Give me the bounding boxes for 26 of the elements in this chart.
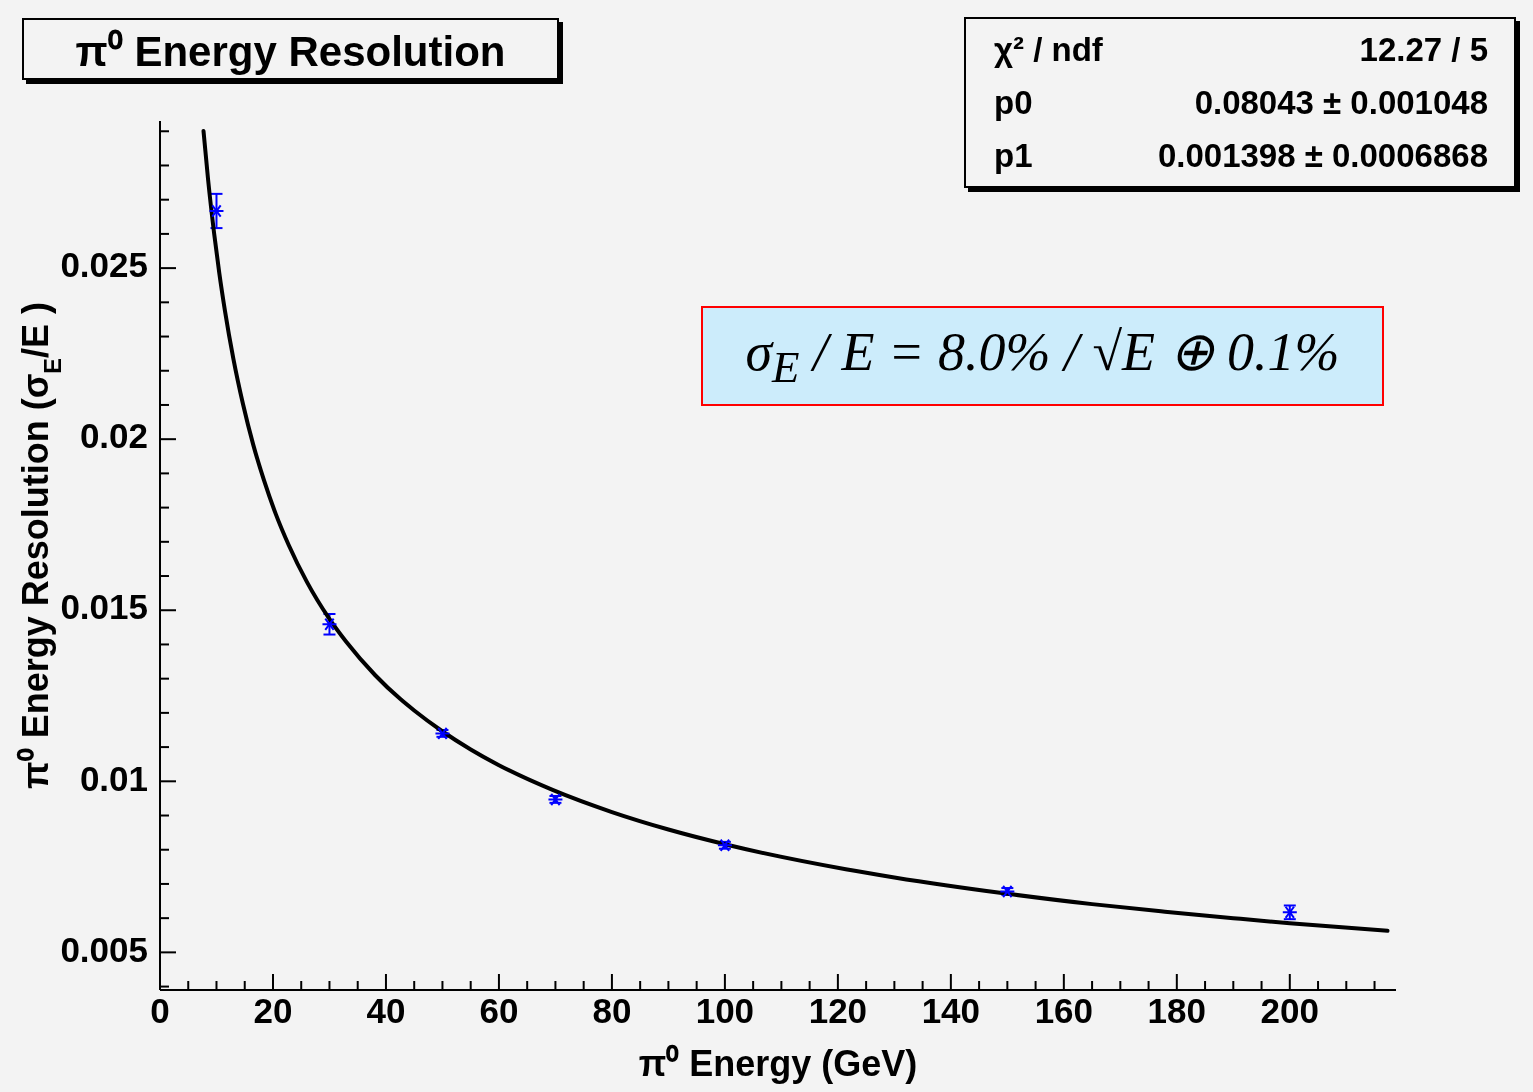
text: 0.08043 ± 0.001048 [1193,83,1488,122]
text: χ² / ndf [994,30,1104,69]
y-tick-label: 0.005 [60,929,148,969]
x-tick-label: 140 [921,991,981,1031]
x-tick-label: 200 [1260,991,1319,1031]
x-tick-label: 80 [592,991,632,1031]
y-tick-label: 0.025 [60,245,148,285]
annotation: 0.001398 ± 0.0006868 [1156,136,1488,175]
annotation: p1 [994,136,1034,175]
text: 12.27 / 5 [1358,30,1488,69]
x-tick-label: 120 [808,991,868,1031]
annotation: σ$_{E}$ / E = 8.0% / √E ⊕ 0.1% [745,321,1340,392]
x-tick-label: 100 [695,991,755,1031]
x-axis-title: π⁰ Energy (GeV) [637,1042,919,1086]
x-tick-label: 60 [479,991,519,1031]
text: p0 [994,83,1034,122]
point [208,204,225,218]
x-tick-label: 20 [253,991,293,1031]
y-tick-label: 0.01 [79,758,148,798]
chart-title: π⁰ Energy Resolution [22,18,559,80]
x-tick-label: 180 [1147,991,1207,1031]
x-tick-label: 160 [1034,991,1094,1031]
point [321,617,338,631]
y-tick-label: 0.02 [79,416,148,456]
x-tick-label: 40 [366,991,406,1031]
x-tick-label: 0 [150,991,170,1031]
